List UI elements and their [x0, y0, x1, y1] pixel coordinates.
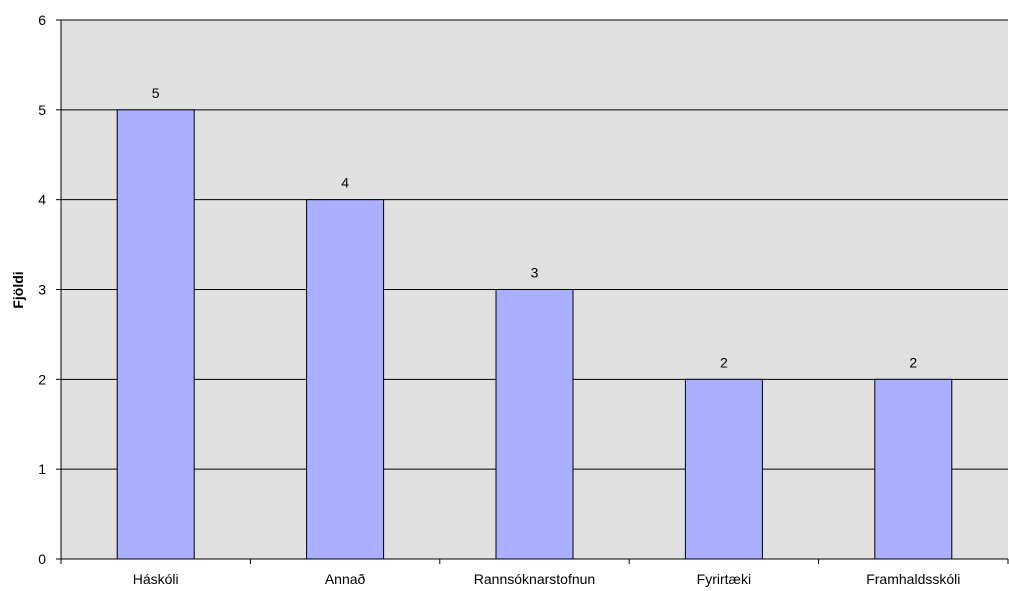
x-tick-label: Háskóli	[133, 571, 179, 587]
bars	[116, 109, 953, 560]
bar	[306, 199, 385, 560]
data-label: 2	[909, 354, 917, 370]
y-tick-label: 4	[38, 192, 46, 208]
data-label: 2	[720, 354, 728, 370]
data-label: 3	[531, 265, 539, 281]
y-tick-label: 1	[38, 461, 46, 477]
y-tick-label: 5	[38, 102, 46, 118]
x-tick-labels: Háskóli Annað Rannsóknarstofnun Fyrirtæki Fr…	[133, 571, 961, 587]
data-labels: 5 4 3 2 2	[152, 85, 918, 371]
x-tick-label: Rannsóknarstofnun	[474, 571, 595, 587]
y-axis-title: Fjöldi	[10, 271, 26, 308]
bar	[874, 378, 953, 560]
data-label: 4	[341, 175, 349, 191]
y-tick-label: 3	[38, 282, 46, 298]
y-tick-label: 0	[38, 551, 46, 567]
data-label: 5	[152, 85, 160, 101]
y-tick-label: 2	[38, 371, 46, 387]
axes	[56, 19, 1009, 564]
bar	[495, 289, 574, 560]
bar	[684, 378, 763, 560]
bar	[116, 109, 195, 560]
y-tick-label: 6	[38, 12, 46, 28]
x-tick-label: Annað	[325, 571, 366, 587]
y-tick-labels: 0 1 2 3 4 5 6	[38, 12, 46, 567]
x-tick-label: Fyrirtæki	[697, 571, 751, 587]
x-tick-label: Framhaldsskóli	[866, 571, 960, 587]
